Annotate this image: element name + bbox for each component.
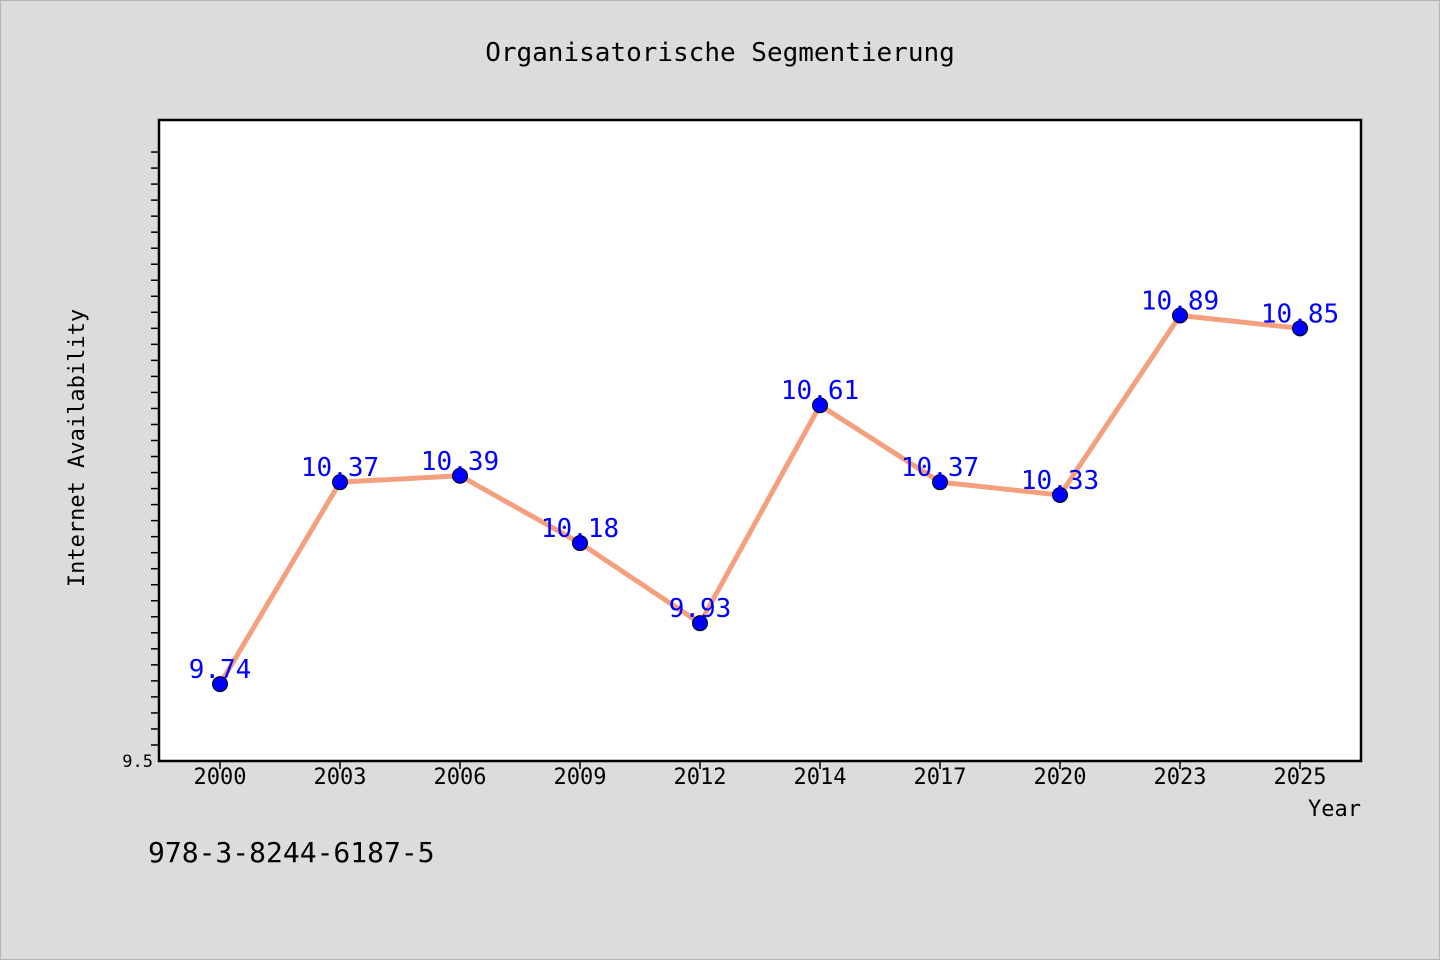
data-label-2003: 10.37 [301, 453, 379, 483]
marker-2012 [692, 615, 708, 632]
data-label-2020: 10.33 [1021, 466, 1099, 496]
data-label-2014: 10.61 [781, 376, 859, 406]
x-tick-label-2023: 2023 [1154, 765, 1207, 790]
marker-2023 [1172, 307, 1188, 324]
data-label-2012: 9.93 [669, 594, 732, 624]
series-polyline [217, 313, 1303, 687]
x-tick-label-2020: 2020 [1034, 765, 1087, 790]
x-tick-label-2000: 2000 [194, 765, 247, 790]
data-label-2025: 10.85 [1261, 299, 1339, 329]
x-tick-label-2003: 2003 [314, 765, 367, 790]
plot-area [157, 118, 1363, 763]
data-label-2000: 9.74 [189, 655, 252, 685]
x-axis-ticks: 2000 2003 2006 2009 2012 2014 2017 2020 2023 2025 [194, 761, 1327, 790]
x-tick-label-2025: 2025 [1274, 765, 1327, 790]
isbn-text: 978-3-8244-6187-5 [148, 836, 435, 869]
marker-2025 [1292, 320, 1308, 337]
marker-2014 [812, 397, 828, 414]
chart-title: Organisatorische Segmentierung [485, 38, 955, 68]
data-labels: 9.74 10.37 10.39 10.18 9.93 10.61 10.37 10.33 10… [189, 287, 1339, 686]
x-tick-label-2006: 2006 [434, 765, 487, 790]
data-label-2023: 10.89 [1141, 287, 1219, 317]
x-axis-label: Year [1308, 797, 1361, 822]
marker-2003 [332, 474, 348, 491]
data-markers [212, 307, 1308, 693]
marker-2020 [1052, 486, 1068, 503]
marker-2009 [572, 535, 588, 552]
marker-2017 [932, 474, 948, 491]
y-axis-label: Internet Availability [65, 309, 90, 587]
data-label-2009: 10.18 [541, 514, 619, 544]
marker-2006 [452, 467, 468, 484]
data-label-2006: 10.39 [421, 447, 499, 477]
y-tick-label-min: 9.5 [122, 752, 153, 772]
x-tick-label-2009: 2009 [554, 765, 607, 790]
x-tick-label-2017: 2017 [914, 765, 967, 790]
y-axis-ticks [151, 151, 159, 746]
data-label-2017: 10.37 [901, 453, 979, 483]
series-line [217, 313, 1303, 687]
x-tick-label-2014: 2014 [794, 765, 847, 790]
x-tick-label-2012: 2012 [674, 765, 727, 790]
marker-2000 [212, 676, 228, 693]
